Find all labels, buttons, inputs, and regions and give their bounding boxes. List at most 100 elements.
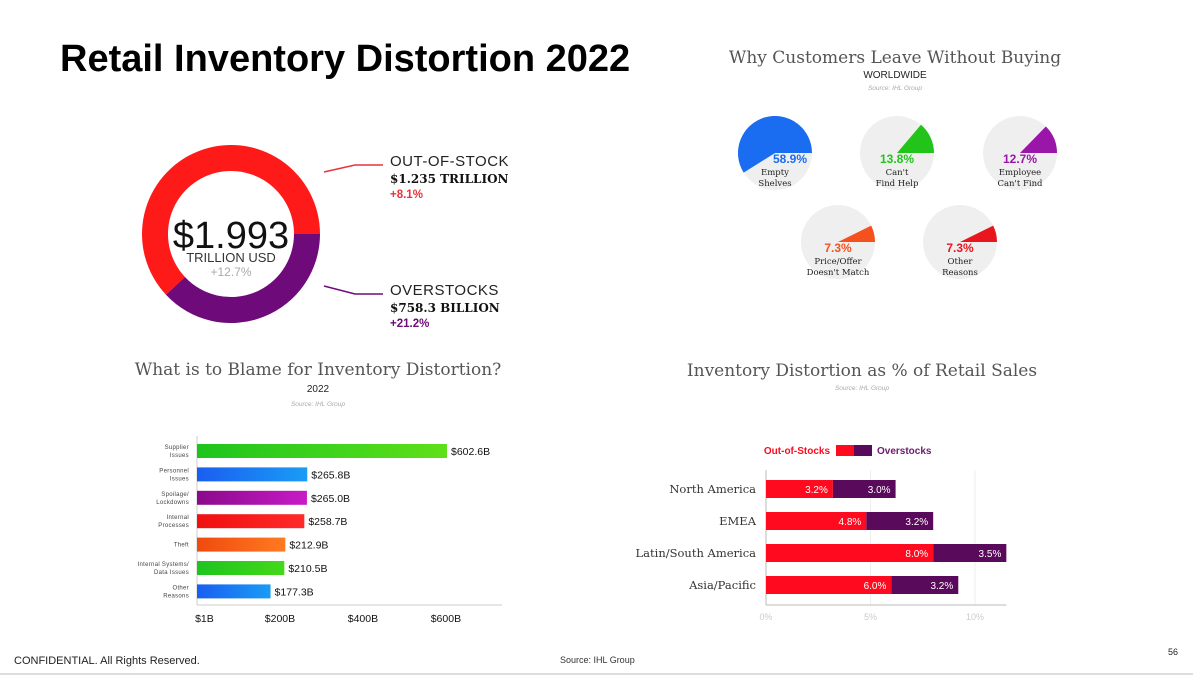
bar-chart-subtitle: 2022: [307, 384, 330, 395]
donut-center-value: $1.993: [173, 215, 289, 257]
pies-title: Why Customers Leave Without Buying: [729, 48, 1061, 68]
footer-source: Source: IHL Group: [560, 655, 635, 665]
stacked-bar-segment: [832, 480, 896, 498]
stacked-x-tick: 5%: [864, 612, 877, 622]
pie-label: Can't Find: [997, 179, 1043, 189]
pie-slice: [960, 225, 997, 242]
legend-swatch-out-of-stocks: [836, 445, 854, 456]
bar: [197, 514, 305, 529]
bar-category-label: Lockdowns: [156, 500, 189, 506]
stacked-bar-label: 6.0%: [864, 581, 887, 592]
pie-label: Empty: [761, 168, 789, 178]
stacked-bar-label: 3.0%: [868, 485, 891, 496]
bar: [197, 444, 447, 458]
stacked-bar-label: 3.2%: [930, 581, 953, 592]
bar-category-label: Issues: [170, 453, 189, 459]
bar-x-tick: $200B: [265, 613, 295, 625]
bar-value-label: $177.3B: [275, 586, 314, 598]
stacked-bar-label: 3.2%: [805, 485, 828, 496]
stacked-category-label: North America: [669, 482, 756, 496]
bar: [197, 490, 307, 505]
slide-title: Retail Inventory Distortion 2022: [60, 38, 631, 80]
bar-x-tick: $400B: [348, 613, 378, 625]
stacked-bar-segment: [866, 512, 934, 530]
bar: [197, 584, 271, 599]
bar-value-label: $602.6B: [451, 446, 490, 458]
legend-overstocks: Overstocks: [877, 446, 932, 457]
pie-value: 12.7%: [1003, 152, 1037, 166]
donut-legend-name: OUT-OF-STOCK: [390, 153, 509, 170]
bar-category-label: Reasons: [163, 593, 189, 599]
bottom-divider: [0, 673, 1193, 675]
stacked-bar-segment: [766, 576, 892, 594]
donut-legend-change: +8.1%: [390, 189, 423, 201]
pies-subtitle: WORLDWIDE: [863, 70, 927, 81]
bar-value-label: $265.0B: [311, 493, 350, 505]
pies-source: Source: IHL Group: [868, 85, 922, 92]
bar: [197, 561, 285, 575]
bar-category-label: Processes: [158, 523, 189, 529]
stacked-x-tick: 10%: [966, 612, 984, 622]
stacked-category-label: Asia/Pacific: [688, 578, 756, 592]
stacked-bar-segment: [766, 512, 867, 530]
pie-slice: [737, 115, 812, 173]
bar-x-tick: $1B: [195, 613, 214, 625]
stacked-category-label: EMEA: [719, 514, 757, 528]
legend-swatch-overstocks: [854, 445, 872, 456]
page-number: 56: [1168, 647, 1179, 657]
donut-slice: [142, 145, 320, 295]
bar-value-label: $265.8B: [311, 469, 350, 481]
pie-label: Find Help: [876, 179, 919, 189]
donut-legend-amount: $1.235 TRILLION: [390, 172, 509, 186]
pie-label: Doesn't Match: [807, 268, 870, 278]
pie-value: 7.3%: [946, 241, 974, 255]
stacked-category-label: Latin/South America: [636, 546, 757, 560]
donut-legend-amount: $758.3 BILLION: [390, 301, 500, 315]
pie-value: 13.8%: [880, 152, 914, 166]
bar-category-label: Internal Systems/: [138, 562, 189, 568]
stacked-bar-label: 8.0%: [905, 549, 928, 560]
pie-label: Can't: [886, 168, 909, 178]
pie-label: Other: [948, 257, 974, 267]
bar-category-label: Other: [172, 585, 189, 591]
stacked-bar-segment: [766, 544, 934, 562]
donut-center-unit: TRILLION USD: [186, 250, 276, 265]
stacked-chart-source: Source: IHL Group: [835, 385, 889, 392]
stacked-chart-title: Inventory Distortion as % of Retail Sale…: [687, 361, 1037, 381]
pie-slice: [838, 225, 875, 242]
bar-chart-source: Source: IHL Group: [291, 401, 345, 408]
stacked-x-tick: 0%: [759, 612, 772, 622]
stacked-bar-segment: [933, 544, 1007, 562]
stacked-bar-label: 3.5%: [979, 549, 1002, 560]
bar-value-label: $212.9B: [289, 540, 328, 552]
bar-x-tick: $600B: [431, 613, 461, 625]
pie-label: Price/Offer: [814, 257, 862, 267]
footer-confidential: CONFIDENTIAL. All Rights Reserved.: [14, 655, 200, 667]
pie-slice: [897, 124, 934, 153]
stacked-bar-segment: [891, 576, 959, 594]
bar-category-label: Theft: [174, 543, 189, 549]
bar: [197, 467, 308, 482]
leader-line-out-of-stock: [323, 164, 383, 173]
donut-center-change: +12.7%: [210, 265, 251, 279]
legend-out-of-stocks: Out-of-Stocks: [764, 446, 831, 457]
stacked-bar-label: 4.8%: [839, 517, 862, 528]
pie-value: 58.9%: [773, 152, 807, 166]
pie-label: Employee: [999, 168, 1041, 178]
bar-category-label: Internal: [167, 515, 189, 521]
bar-chart-title: What is to Blame for Inventory Distortio…: [135, 360, 502, 380]
pie-label: Shelves: [758, 179, 791, 189]
bar-category-label: Personnel: [159, 468, 189, 474]
bar-value-label: $210.5B: [288, 563, 327, 575]
pie-label: Reasons: [942, 268, 978, 278]
leader-line-overstocks: [323, 285, 383, 295]
bar: [197, 537, 286, 552]
stacked-bar-segment: [766, 480, 833, 498]
donut-legend-change: +21.2%: [390, 318, 429, 330]
bar-category-label: Supplier: [165, 445, 189, 451]
donut-slice: [165, 234, 320, 323]
donut-legend-name: OVERSTOCKS: [390, 282, 499, 299]
bar-category-label: Issues: [170, 476, 189, 482]
bar-category-label: Data Issues: [154, 570, 189, 576]
